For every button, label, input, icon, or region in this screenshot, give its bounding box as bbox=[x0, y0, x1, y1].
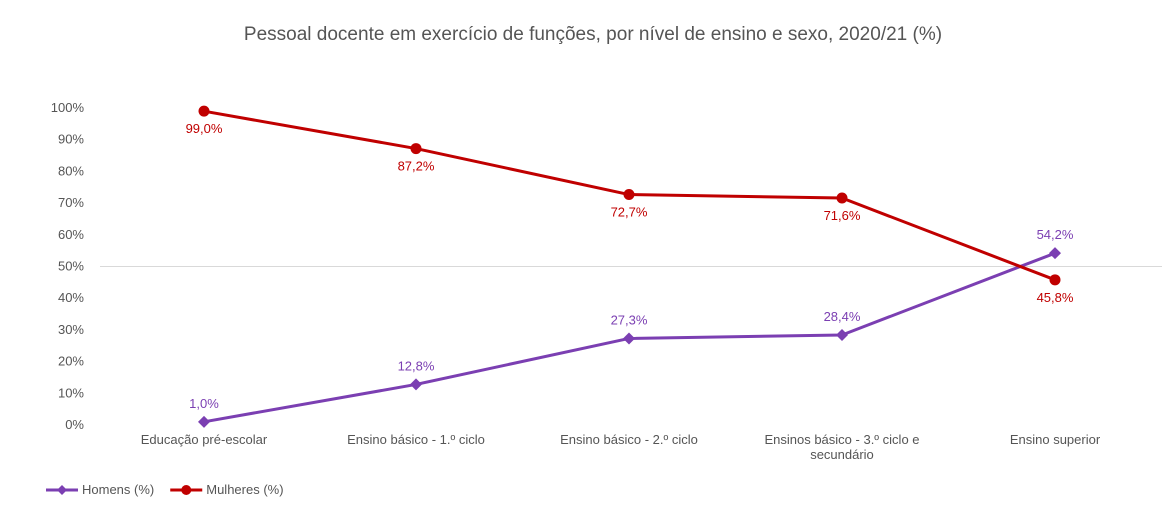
data-label: 12,8% bbox=[398, 358, 435, 373]
data-point bbox=[623, 332, 635, 345]
data-point bbox=[1049, 274, 1061, 286]
data-point bbox=[410, 143, 422, 155]
legend-item: Homens (%) bbox=[46, 482, 154, 497]
series-group: 1,0% 12,8% 27,3% 28,4% 54,2% 99,0% 87,2% 72,7% 7… bbox=[186, 105, 1074, 428]
legend: Homens (%) Mulheres (%) bbox=[46, 482, 284, 497]
y-tick-label: 80% bbox=[58, 163, 84, 178]
y-tick-label: 70% bbox=[58, 195, 84, 210]
y-tick-label: 0% bbox=[65, 417, 84, 432]
data-label: 1,0% bbox=[189, 396, 219, 411]
y-tick-label: 20% bbox=[58, 354, 84, 369]
data-label: 28,4% bbox=[824, 309, 861, 324]
data-point bbox=[198, 105, 210, 117]
data-point bbox=[410, 378, 422, 391]
y-tick-label: 90% bbox=[58, 132, 84, 147]
data-point bbox=[836, 192, 848, 204]
legend-label: Homens (%) bbox=[82, 482, 154, 497]
y-axis: 0% 10% 20% 30% 40% 50% 60% 70% 80% 90% 100% bbox=[51, 100, 85, 432]
data-label: 71,6% bbox=[824, 208, 861, 223]
x-tick-label: Ensinos básico - 3.º ciclo e secundário bbox=[764, 432, 919, 462]
x-tick-label: Ensino básico - 1.º ciclo bbox=[347, 432, 485, 447]
x-tick-label-line: Ensino superior bbox=[1010, 432, 1101, 447]
series-homens: 1,0% 12,8% 27,3% 28,4% 54,2% bbox=[189, 227, 1074, 428]
x-tick-label-line: Educação pré-escolar bbox=[141, 432, 268, 447]
x-tick-label-line: Ensinos básico - 3.º ciclo e bbox=[764, 432, 919, 447]
x-tick-label-line: Ensino básico - 1.º ciclo bbox=[347, 432, 485, 447]
data-point bbox=[1049, 247, 1061, 260]
y-tick-label: 30% bbox=[58, 322, 84, 337]
data-label: 45,8% bbox=[1037, 290, 1074, 305]
data-point bbox=[198, 415, 210, 428]
y-tick-label: 100% bbox=[51, 100, 85, 115]
x-tick-label-line: Ensino básico - 2.º ciclo bbox=[560, 432, 698, 447]
data-label: 27,3% bbox=[611, 312, 648, 327]
series-mulheres: 99,0% 87,2% 72,7% 71,6% 45,8% bbox=[186, 105, 1074, 305]
legend-marker bbox=[57, 485, 67, 495]
x-tick-label: Ensino superior bbox=[1010, 432, 1101, 447]
x-tick-label: Educação pré-escolar bbox=[141, 432, 268, 447]
legend-marker bbox=[181, 485, 192, 495]
data-point bbox=[836, 328, 848, 341]
data-label: 72,7% bbox=[611, 205, 648, 220]
y-tick-label: 60% bbox=[58, 227, 84, 242]
y-tick-label: 50% bbox=[58, 259, 84, 274]
data-label: 54,2% bbox=[1037, 227, 1074, 242]
data-label: 87,2% bbox=[398, 159, 435, 174]
legend-item: Mulheres (%) bbox=[170, 482, 284, 497]
y-tick-label: 10% bbox=[58, 385, 84, 400]
legend-label: Mulheres (%) bbox=[206, 482, 283, 497]
x-axis: Educação pré-escolar Ensino básico - 1.º … bbox=[141, 432, 1101, 462]
data-point bbox=[623, 189, 635, 201]
y-tick-label: 40% bbox=[58, 290, 84, 305]
chart-title: Pessoal docente em exercício de funções,… bbox=[244, 24, 942, 45]
x-tick-label-line: secundário bbox=[810, 447, 874, 462]
data-label: 99,0% bbox=[186, 121, 223, 136]
x-tick-label: Ensino básico - 2.º ciclo bbox=[560, 432, 698, 447]
